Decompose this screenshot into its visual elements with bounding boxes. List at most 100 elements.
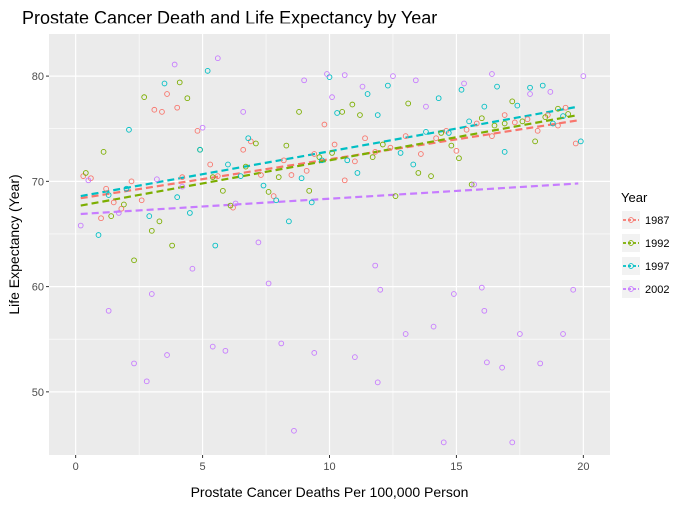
point-1992 bbox=[357, 112, 363, 118]
point-1987 bbox=[372, 149, 379, 155]
point-1997 bbox=[286, 218, 292, 225]
point-1992 bbox=[392, 193, 399, 199]
point-2002 bbox=[527, 91, 533, 97]
point-1987 bbox=[207, 161, 214, 168]
point-2002 bbox=[402, 331, 409, 337]
point-1987 bbox=[270, 193, 277, 199]
point-1992 bbox=[565, 111, 571, 117]
legend: Year 1987 1992 1997 2002 bbox=[621, 190, 669, 298]
point-1992 bbox=[509, 98, 516, 105]
legend-title: Year bbox=[621, 190, 648, 205]
trend-lines bbox=[80, 105, 579, 216]
point-2002 bbox=[148, 291, 155, 297]
point-1997 bbox=[197, 146, 203, 153]
point-1992 bbox=[283, 142, 290, 149]
trend-line-1992 bbox=[80, 113, 579, 207]
x-tick-label: 20 bbox=[577, 461, 589, 473]
point-1987 bbox=[138, 197, 145, 204]
point-1987 bbox=[128, 178, 135, 185]
point-1987 bbox=[433, 135, 439, 142]
point-2002 bbox=[423, 103, 429, 110]
point-2002 bbox=[440, 439, 447, 446]
point-1997 bbox=[397, 150, 404, 156]
point-1997 bbox=[577, 138, 584, 145]
point-2002 bbox=[199, 124, 206, 131]
point-1997 bbox=[494, 83, 500, 90]
point-1987 bbox=[159, 109, 165, 115]
point-1992 bbox=[501, 120, 508, 127]
point-1987 bbox=[110, 199, 117, 206]
legend-label-1987: 1987 bbox=[645, 215, 669, 227]
point-1987 bbox=[311, 151, 318, 157]
point-1997 bbox=[514, 102, 521, 109]
point-2002 bbox=[390, 73, 396, 79]
point-2002 bbox=[77, 222, 84, 229]
point-1992 bbox=[148, 227, 155, 234]
point-2002 bbox=[461, 80, 467, 87]
y-axis-title: Life Expectancy (Year) bbox=[6, 174, 22, 314]
point-2002 bbox=[324, 71, 330, 77]
point-1987 bbox=[511, 119, 518, 126]
point-1987 bbox=[501, 112, 508, 118]
point-1997 bbox=[445, 130, 452, 136]
point-1992 bbox=[339, 109, 346, 115]
point-1997 bbox=[410, 161, 417, 168]
point-1997 bbox=[334, 110, 340, 116]
y-axis-ticks: 50 60 70 80 bbox=[32, 71, 49, 399]
point-1992 bbox=[306, 187, 313, 194]
point-1997 bbox=[95, 232, 102, 238]
point-2002 bbox=[240, 109, 247, 115]
point-2002 bbox=[560, 331, 566, 337]
point-1987 bbox=[473, 120, 480, 127]
gridlines bbox=[49, 23, 610, 455]
point-2002 bbox=[214, 55, 221, 62]
point-2002 bbox=[164, 352, 170, 358]
point-2002 bbox=[489, 71, 495, 77]
point-1997 bbox=[308, 199, 315, 206]
point-1987 bbox=[179, 174, 186, 180]
point-2002 bbox=[105, 307, 112, 314]
point-1997 bbox=[550, 120, 556, 127]
point-1997 bbox=[435, 95, 442, 102]
data-points bbox=[77, 55, 587, 446]
point-1997 bbox=[374, 112, 381, 118]
point-1987 bbox=[418, 151, 424, 157]
trend-line-1987 bbox=[80, 119, 579, 200]
point-1987 bbox=[303, 167, 310, 174]
point-1997 bbox=[423, 129, 429, 135]
x-tick-label: 15 bbox=[450, 461, 462, 473]
point-1997 bbox=[237, 173, 244, 179]
y-tick-label: 80 bbox=[32, 71, 44, 83]
point-2002 bbox=[232, 200, 239, 207]
point-2002 bbox=[143, 378, 150, 385]
point-2002 bbox=[209, 343, 216, 350]
point-1992 bbox=[478, 115, 485, 122]
point-2002 bbox=[499, 364, 505, 371]
point-2002 bbox=[372, 262, 379, 269]
point-1997 bbox=[187, 210, 193, 216]
y-tick-label: 50 bbox=[32, 387, 44, 399]
point-1987 bbox=[151, 106, 158, 113]
point-1992 bbox=[220, 187, 226, 194]
point-1987 bbox=[98, 215, 104, 222]
point-2002 bbox=[131, 360, 137, 367]
point-1987 bbox=[280, 157, 287, 164]
y-tick-label: 70 bbox=[32, 176, 44, 188]
chart-title: Prostate Cancer Death and Life Expectanc… bbox=[22, 8, 437, 28]
point-1997 bbox=[123, 185, 130, 192]
point-1997 bbox=[344, 157, 351, 164]
point-1992 bbox=[121, 201, 127, 208]
point-1992 bbox=[209, 174, 216, 180]
point-2002 bbox=[171, 61, 178, 68]
point-1997 bbox=[539, 82, 546, 89]
point-1987 bbox=[524, 116, 531, 123]
y-tick-label: 60 bbox=[32, 282, 44, 294]
legend-point-2002 bbox=[628, 286, 634, 292]
point-1992 bbox=[532, 138, 538, 145]
point-1997 bbox=[260, 182, 267, 189]
x-tick-label: 10 bbox=[323, 461, 335, 473]
legend-label-1997: 1997 bbox=[645, 261, 669, 273]
point-2002 bbox=[154, 176, 160, 183]
point-1992 bbox=[519, 118, 526, 125]
point-1987 bbox=[534, 127, 541, 134]
